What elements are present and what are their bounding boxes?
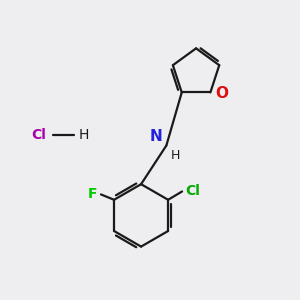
Text: H: H (79, 128, 89, 142)
Text: H: H (171, 148, 180, 161)
Text: N: N (150, 129, 163, 144)
Text: Cl: Cl (185, 184, 200, 199)
Text: Cl: Cl (31, 128, 46, 142)
Text: F: F (88, 188, 97, 201)
Text: O: O (216, 86, 229, 101)
